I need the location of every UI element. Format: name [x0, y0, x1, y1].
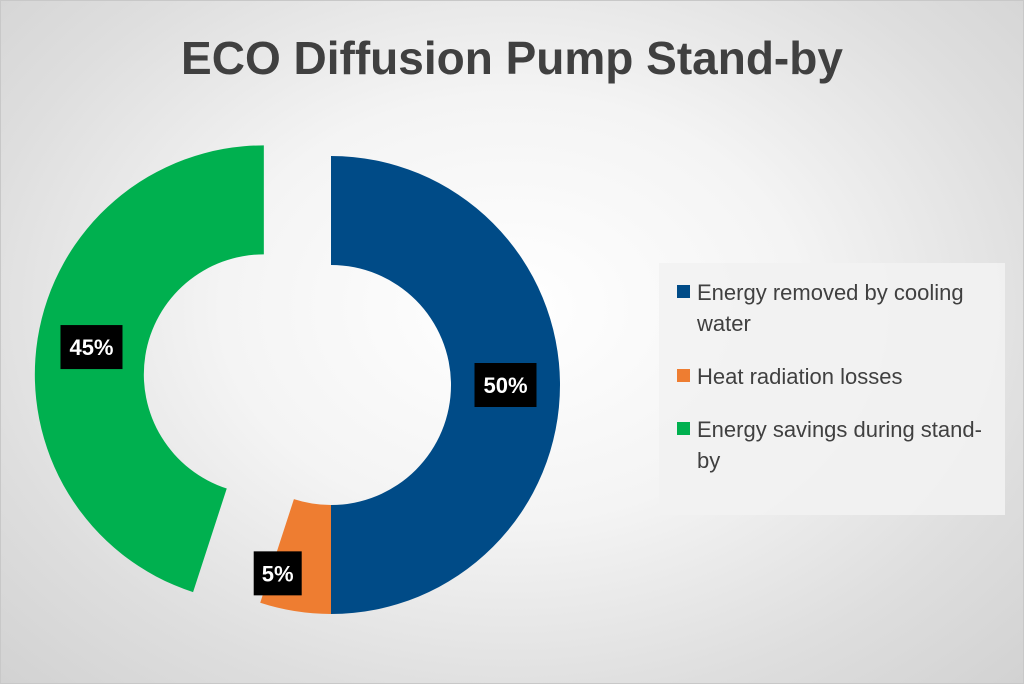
- legend-label: Energy removed by cooling water: [697, 280, 964, 336]
- svg-text:45%: 45%: [69, 335, 113, 360]
- slice-energy-savings-during-stand-by: [34, 145, 264, 593]
- slice-energy-removed-by-cooling-water: [331, 156, 560, 614]
- legend-swatch: [677, 422, 690, 435]
- legend-swatch: [677, 285, 690, 298]
- legend-item-energy-removed-by-cooling-water: Energy removed by cooling water: [677, 277, 995, 339]
- legend: Energy removed by cooling water Heat radi…: [659, 263, 1005, 515]
- legend-swatch: [677, 369, 690, 382]
- data-label-heat-radiation-losses: 5%: [253, 551, 302, 596]
- legend-item-heat-radiation-losses: Heat radiation losses: [677, 361, 995, 392]
- svg-text:50%: 50%: [483, 373, 527, 398]
- chart-title: ECO Diffusion Pump Stand-by: [181, 32, 843, 84]
- legend-item-energy-savings-during-stand-by: Energy savings during stand-by: [677, 414, 995, 476]
- svg-text:5%: 5%: [262, 561, 294, 586]
- legend-label: Heat radiation losses: [697, 364, 903, 389]
- legend-label: Energy savings during stand-by: [697, 417, 982, 473]
- data-label-energy-removed-by-cooling-water: 50%: [474, 363, 537, 407]
- data-label-energy-savings-during-stand-by: 45%: [60, 325, 123, 370]
